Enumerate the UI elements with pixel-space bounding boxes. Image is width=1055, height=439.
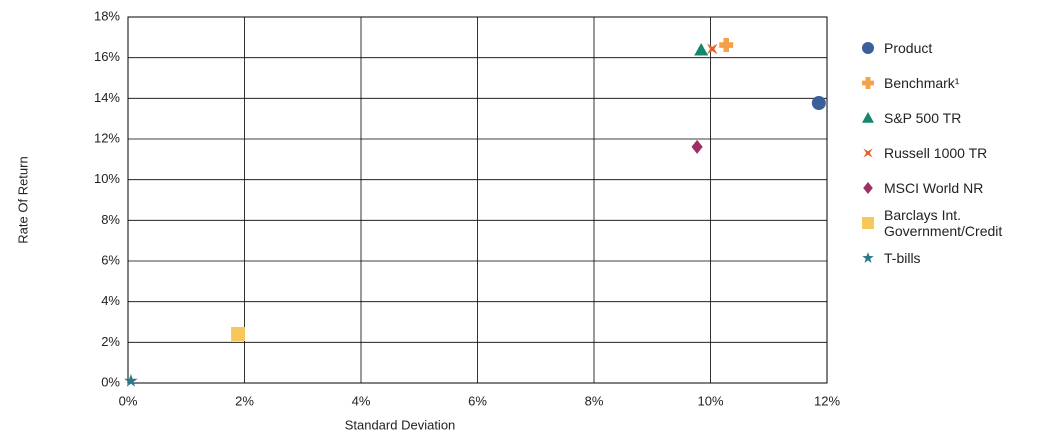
legend-item: Product [860, 30, 1040, 65]
legend-symbol [862, 216, 874, 229]
y-tick-label: 10% [94, 171, 120, 186]
legend-marker [863, 181, 873, 194]
legend-item: T-bills [860, 240, 1040, 275]
legend-symbol [862, 111, 874, 123]
y-tick-label: 2% [101, 334, 120, 349]
data-point [719, 38, 734, 53]
legend-label: Barclays Int. Government/Credit [884, 206, 1003, 239]
legend-symbol [863, 147, 873, 158]
data-point [124, 373, 138, 387]
x-tick-label: 0% [119, 393, 138, 408]
legend-label: MSCI World NR [884, 179, 984, 196]
x-tick-label: 4% [352, 393, 371, 408]
x-axis-label: Standard Deviation [345, 417, 456, 432]
legend: Product Benchmark¹ S&P 500 TR Russell 1000 … [860, 30, 1040, 275]
legend-symbol [862, 251, 874, 263]
legend-symbol [863, 181, 873, 194]
legend-marker [862, 251, 874, 263]
legend-item: Barclays Int. Government/Credit [860, 205, 1040, 240]
legend-marker [862, 41, 874, 54]
x-tick-label: 10% [697, 393, 723, 408]
y-axis-label: Rate Of Return [15, 156, 30, 243]
x-tick-label: 8% [585, 393, 604, 408]
data-point [811, 96, 826, 111]
data-point [694, 42, 709, 56]
legend-marker [862, 76, 874, 89]
legend-symbol [862, 76, 874, 89]
plot-frame [127, 16, 828, 384]
y-tick-label: 18% [94, 8, 120, 23]
chart: Standard Deviation Rate Of Return 0% 2% 4%… [15, 8, 840, 432]
legend-item: Russell 1000 TR [860, 135, 1040, 170]
legend-item: MSCI World NR [860, 170, 1040, 205]
y-tick-label: 14% [94, 90, 120, 105]
legend-marker [862, 111, 874, 123]
legend-label: T-bills [884, 249, 921, 266]
legend-label: Russell 1000 TR [884, 144, 988, 161]
data-point [706, 43, 718, 55]
legend-item: S&P 500 TR [860, 100, 1040, 135]
data-point [691, 139, 703, 154]
data-point [231, 326, 246, 341]
x-tick-label: 12% [814, 393, 840, 408]
x-tick-label: 2% [235, 393, 254, 408]
legend-label: S&P 500 TR [884, 109, 962, 126]
legend-item: Benchmark¹ [860, 65, 1040, 100]
y-tick-label: 16% [94, 49, 120, 64]
legend-marker [863, 147, 873, 158]
y-tick-label: 4% [101, 293, 120, 308]
y-tick-label: 12% [94, 130, 120, 145]
y-tick-label: 6% [101, 252, 120, 267]
legend-symbol [862, 41, 874, 54]
legend-marker [862, 216, 874, 229]
legend-label: Product [884, 39, 933, 56]
y-tick-label: 8% [101, 212, 120, 227]
x-tick-label: 6% [468, 393, 487, 408]
y-tick-label: 0% [101, 374, 120, 389]
legend-label: Benchmark¹ [884, 74, 960, 91]
